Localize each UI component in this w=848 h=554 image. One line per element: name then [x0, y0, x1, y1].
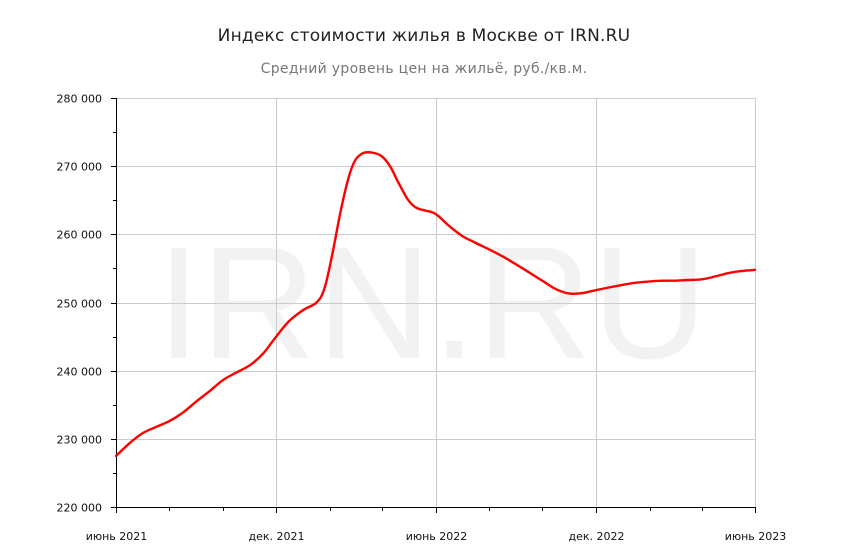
y-tick-labels: 220 000 230 000 240 000 250 000 260 000 270 0…	[57, 93, 103, 515]
y-tick-label: 230 000	[57, 434, 103, 447]
y-tick-label: 270 000	[57, 161, 103, 174]
x-tick-labels: июнь 2021 дек. 2021 июнь 2022 дек. 2022 июнь…	[86, 530, 787, 543]
series-line	[114, 151, 757, 458]
y-tick-label: 250 000	[57, 298, 103, 311]
x-tick-label: дек. 2021	[248, 530, 304, 543]
chart-title: Индекс стоимости жилья в Москве от IRN.R…	[217, 26, 631, 46]
watermark: IRN.RU	[156, 213, 707, 392]
x-tick-label: июнь 2023	[725, 530, 787, 543]
grid-lines	[116, 98, 756, 507]
x-tick-label: июнь 2021	[86, 530, 148, 543]
x-tick-label: дек. 2022	[568, 530, 624, 543]
y-tick-label: 260 000	[57, 229, 103, 242]
y-tick-label: 280 000	[57, 93, 103, 106]
y-tick-label: 240 000	[57, 366, 103, 379]
y-tick-label: 220 000	[57, 502, 103, 515]
chart-subtitle: Средний уровень цен на жильё, руб./кв.м.	[260, 61, 588, 77]
axes	[111, 98, 756, 513]
x-tick-label: июнь 2022	[406, 530, 468, 543]
